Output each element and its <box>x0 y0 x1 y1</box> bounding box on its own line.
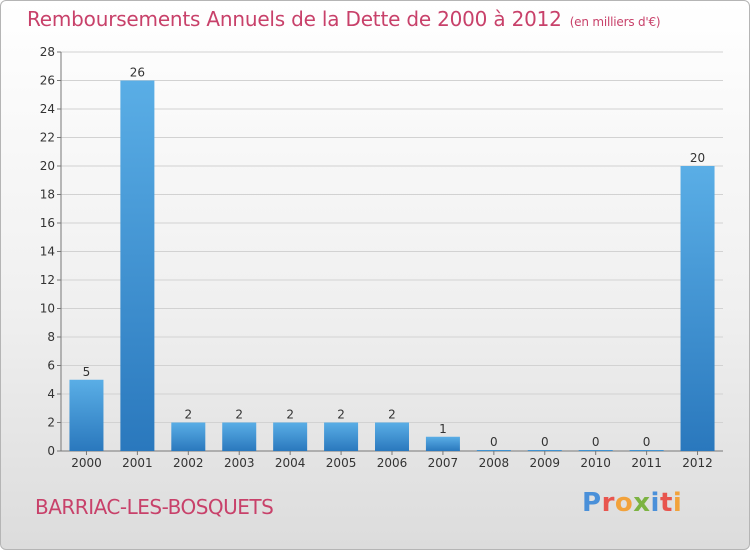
value-label: 26 <box>130 66 145 80</box>
bar <box>324 422 359 451</box>
unit-label: (en milliers d'€) <box>569 15 661 29</box>
value-label: 0 <box>643 435 651 449</box>
y-tick-label: 18 <box>40 188 55 202</box>
city-name: BARRIAC-LES-BOSQUETS <box>35 495 274 519</box>
x-tick-label: 2002 <box>173 456 204 470</box>
y-tick-label: 14 <box>40 245 55 259</box>
y-tick-label: 16 <box>40 216 55 230</box>
x-tick-label: 2004 <box>275 456 306 470</box>
bar <box>425 436 460 451</box>
value-label: 2 <box>235 408 243 422</box>
y-tick-label: 2 <box>47 416 55 430</box>
value-label: 20 <box>690 151 705 165</box>
bar <box>578 450 613 451</box>
value-label: 2 <box>388 408 396 422</box>
logo-letter: i <box>650 488 660 518</box>
chart-title: Remboursements Annuels de la Dette de 20… <box>27 7 661 31</box>
y-tick-label: 22 <box>40 131 55 145</box>
x-tick-label: 2009 <box>529 456 560 470</box>
bar <box>476 450 511 451</box>
value-label: 2 <box>286 408 294 422</box>
value-label: 2 <box>184 408 192 422</box>
x-tick-label: 2012 <box>682 456 713 470</box>
logo-letter: o <box>614 488 634 518</box>
value-label: 2 <box>337 408 345 422</box>
x-tick-label: 2001 <box>122 456 153 470</box>
value-label: 0 <box>592 435 600 449</box>
value-label: 0 <box>490 435 498 449</box>
y-tick-label: 4 <box>47 387 55 401</box>
y-tick-label: 6 <box>47 359 55 373</box>
bar <box>527 450 562 451</box>
logo-letter: x <box>633 488 651 518</box>
bar <box>680 166 715 451</box>
y-tick-label: 12 <box>40 273 55 287</box>
logo-letter: P <box>582 488 602 518</box>
value-label: 5 <box>83 365 91 379</box>
bar <box>171 422 206 451</box>
y-tick-label: 8 <box>47 330 55 344</box>
y-tick-label: 26 <box>40 74 55 88</box>
bar <box>69 379 104 451</box>
bar <box>629 450 664 451</box>
title-text: Remboursements Annuels de la Dette de 20… <box>27 7 562 31</box>
bar <box>222 422 257 451</box>
logo-letter: t <box>659 488 673 518</box>
x-tick-label: 2006 <box>377 456 408 470</box>
x-tick-label: 2003 <box>224 456 255 470</box>
x-tick-label: 2011 <box>631 456 662 470</box>
bar <box>120 80 155 451</box>
value-label: 0 <box>541 435 549 449</box>
logo-letter: i <box>672 488 683 518</box>
bar <box>375 422 409 451</box>
x-tick-label: 2008 <box>479 456 510 470</box>
y-tick-label: 10 <box>40 302 55 316</box>
x-tick-label: 2007 <box>428 456 459 470</box>
value-label: 1 <box>439 422 447 436</box>
y-tick-label: 28 <box>40 45 55 59</box>
proxiti-logo: Proxiti <box>582 488 682 518</box>
logo-letter: r <box>601 488 615 518</box>
y-tick-label: 24 <box>40 102 55 116</box>
y-tick-label: 20 <box>40 159 55 173</box>
x-tick-label: 2000 <box>71 456 102 470</box>
x-tick-label: 2010 <box>580 456 611 470</box>
y-tick-label: 0 <box>47 444 55 458</box>
bar <box>273 422 308 451</box>
x-tick-label: 2005 <box>326 456 357 470</box>
